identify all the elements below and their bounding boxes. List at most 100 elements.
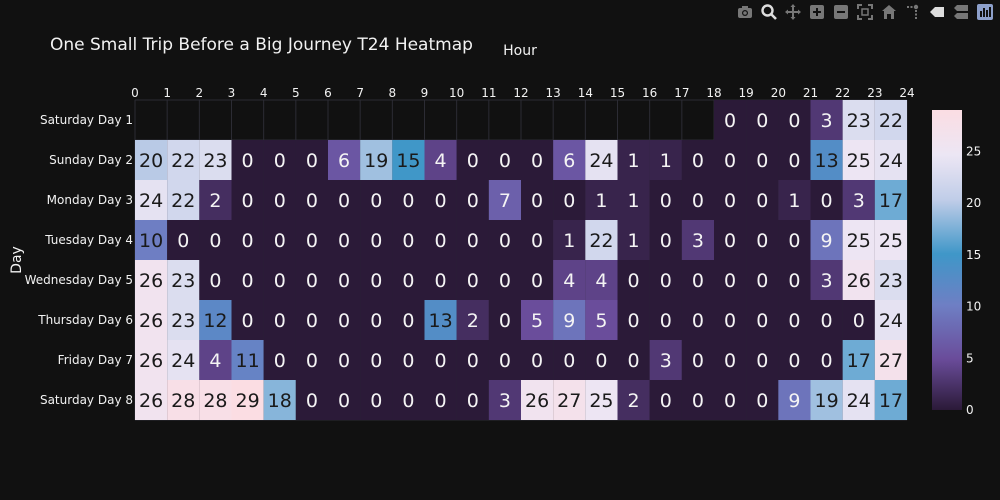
heatmap-cell[interactable] bbox=[295, 260, 328, 300]
heatmap-cell[interactable] bbox=[810, 100, 843, 140]
heatmap-cell[interactable] bbox=[295, 300, 328, 340]
heatmap-cell[interactable] bbox=[617, 340, 650, 380]
heatmap-cell[interactable] bbox=[746, 340, 779, 380]
heatmap-cell[interactable] bbox=[360, 300, 393, 340]
heatmap-cell[interactable] bbox=[714, 220, 747, 260]
heatmap-cell[interactable] bbox=[521, 340, 554, 380]
heatmap-cell[interactable] bbox=[424, 260, 457, 300]
heatmap-cell[interactable] bbox=[328, 260, 361, 300]
heatmap-cell[interactable] bbox=[456, 340, 489, 380]
heatmap-cell[interactable] bbox=[585, 260, 618, 300]
heatmap-cell[interactable] bbox=[135, 260, 168, 300]
heatmap-cell[interactable] bbox=[810, 220, 843, 260]
heatmap-cell[interactable] bbox=[842, 300, 875, 340]
heatmap-cell[interactable] bbox=[842, 220, 875, 260]
heatmap-cell[interactable] bbox=[263, 380, 296, 420]
heatmap-cell[interactable] bbox=[167, 380, 200, 420]
heatmap-cell[interactable] bbox=[392, 340, 425, 380]
heatmap-cell[interactable] bbox=[392, 300, 425, 340]
heatmap-cell[interactable] bbox=[295, 180, 328, 220]
heatmap-cell[interactable] bbox=[424, 380, 457, 420]
heatmap-cell[interactable] bbox=[874, 180, 907, 220]
heatmap-cell[interactable] bbox=[521, 220, 554, 260]
camera-icon[interactable] bbox=[734, 2, 756, 22]
heatmap-cell[interactable] bbox=[681, 180, 714, 220]
pan-icon[interactable] bbox=[782, 2, 804, 22]
heatmap-cell[interactable] bbox=[488, 180, 521, 220]
heatmap-cell[interactable] bbox=[874, 220, 907, 260]
heatmap-cell[interactable] bbox=[778, 220, 811, 260]
heatmap-cell[interactable] bbox=[778, 300, 811, 340]
heatmap-cell[interactable] bbox=[553, 340, 586, 380]
heatmap-cell[interactable] bbox=[328, 220, 361, 260]
heatmap-cell[interactable] bbox=[778, 260, 811, 300]
heatmap-cell[interactable] bbox=[135, 340, 168, 380]
heatmap-cell[interactable] bbox=[810, 340, 843, 380]
heatmap-cell[interactable] bbox=[456, 180, 489, 220]
heatmap-cell[interactable] bbox=[585, 180, 618, 220]
heatmap-cell[interactable] bbox=[714, 340, 747, 380]
heatmap-cell[interactable] bbox=[553, 140, 586, 180]
spike-lines-icon[interactable] bbox=[902, 2, 924, 22]
autoscale-icon[interactable] bbox=[854, 2, 876, 22]
heatmap-cell[interactable] bbox=[521, 260, 554, 300]
heatmap-cell[interactable] bbox=[199, 380, 232, 420]
heatmap-cell[interactable] bbox=[263, 300, 296, 340]
heatmap-cell[interactable] bbox=[649, 140, 682, 180]
heatmap-cell[interactable] bbox=[360, 380, 393, 420]
heatmap-cell[interactable] bbox=[746, 260, 779, 300]
heatmap-cell[interactable] bbox=[231, 340, 264, 380]
heatmap-cell[interactable] bbox=[521, 180, 554, 220]
heatmap-cell[interactable] bbox=[649, 380, 682, 420]
heatmap-cell[interactable] bbox=[295, 220, 328, 260]
heatmap-cell[interactable] bbox=[488, 220, 521, 260]
heatmap-cell[interactable] bbox=[810, 180, 843, 220]
heatmap-cell[interactable] bbox=[874, 260, 907, 300]
heatmap-cell[interactable] bbox=[617, 180, 650, 220]
heatmap-cell[interactable] bbox=[199, 260, 232, 300]
heatmap-cell[interactable] bbox=[649, 180, 682, 220]
heatmap-cell[interactable] bbox=[746, 180, 779, 220]
heatmap-cell[interactable] bbox=[521, 140, 554, 180]
heatmap-cell[interactable] bbox=[810, 300, 843, 340]
heatmap-cell[interactable] bbox=[263, 220, 296, 260]
heatmap-cell[interactable] bbox=[842, 380, 875, 420]
heatmap-cell[interactable] bbox=[135, 180, 168, 220]
heatmap-cell[interactable] bbox=[231, 220, 264, 260]
heatmap-cell[interactable] bbox=[714, 180, 747, 220]
heatmap-cell[interactable] bbox=[746, 300, 779, 340]
heatmap-cell[interactable] bbox=[199, 140, 232, 180]
heatmap-cell[interactable] bbox=[553, 180, 586, 220]
heatmap-cell[interactable] bbox=[521, 300, 554, 340]
heatmap-cell[interactable] bbox=[231, 300, 264, 340]
heatmap-cell[interactable] bbox=[488, 260, 521, 300]
heatmap-cell[interactable] bbox=[328, 380, 361, 420]
heatmap-cell[interactable] bbox=[778, 380, 811, 420]
heatmap-cell[interactable] bbox=[681, 300, 714, 340]
heatmap-cell[interactable] bbox=[263, 340, 296, 380]
reset-axes-icon[interactable] bbox=[878, 2, 900, 22]
heatmap-cell[interactable] bbox=[585, 340, 618, 380]
heatmap-cell[interactable] bbox=[874, 140, 907, 180]
heatmap-cell[interactable] bbox=[810, 140, 843, 180]
heatmap-cell[interactable] bbox=[649, 220, 682, 260]
heatmap-cell[interactable] bbox=[681, 260, 714, 300]
heatmap-cell[interactable] bbox=[585, 380, 618, 420]
heatmap-cell[interactable] bbox=[585, 140, 618, 180]
heatmap-cell[interactable] bbox=[874, 380, 907, 420]
heatmap-cell[interactable] bbox=[553, 380, 586, 420]
heatmap-cell[interactable] bbox=[199, 220, 232, 260]
heatmap-cell[interactable] bbox=[424, 300, 457, 340]
heatmap-cell[interactable] bbox=[488, 340, 521, 380]
heatmap-cell[interactable] bbox=[199, 300, 232, 340]
heatmap-cell[interactable] bbox=[231, 140, 264, 180]
heatmap-cell[interactable] bbox=[681, 340, 714, 380]
heatmap-cell[interactable] bbox=[360, 340, 393, 380]
heatmap-cell[interactable] bbox=[617, 380, 650, 420]
zoom-out-icon[interactable] bbox=[830, 2, 852, 22]
heatmap-cell[interactable] bbox=[328, 340, 361, 380]
heatmap-cell[interactable] bbox=[810, 380, 843, 420]
heatmap-cell[interactable] bbox=[167, 340, 200, 380]
heatmap-cell[interactable] bbox=[424, 340, 457, 380]
heatmap-cell[interactable] bbox=[681, 380, 714, 420]
